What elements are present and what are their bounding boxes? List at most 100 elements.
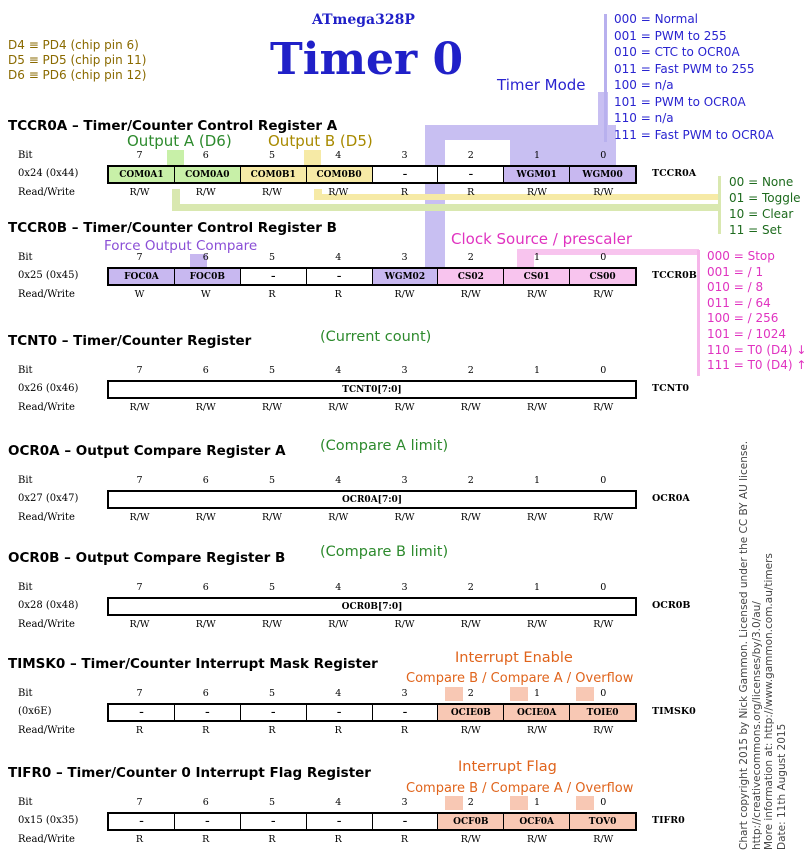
- bit-row-label: Bit: [18, 582, 33, 593]
- bit-number: 4: [335, 582, 342, 593]
- output-a-link: [172, 189, 180, 211]
- bit-access: R/W: [195, 402, 216, 413]
- compare-a-label: (Compare A limit): [320, 438, 449, 454]
- bit-number: 1: [533, 150, 541, 161]
- bit-access: R/W: [460, 619, 481, 630]
- register-field: OCR0B[7:0]: [341, 601, 403, 612]
- bit-number: 2: [467, 252, 474, 263]
- bit-cell: –: [109, 705, 175, 720]
- timer-mode-item: 010 = CTC to OCR0A: [614, 45, 740, 59]
- bit-number: 6: [202, 688, 209, 699]
- interrupt-enable-label: Interrupt Enable: [455, 650, 573, 666]
- credit-line: Date: 11th August 2015: [775, 723, 788, 850]
- register-title: TIFR0 – Timer/Counter 0 Interrupt Flag R…: [8, 765, 371, 781]
- force-output-band: [190, 254, 207, 270]
- bit-cell: –: [372, 814, 439, 829]
- bit-access: R/W: [526, 725, 548, 736]
- register-title: OCR0A – Output Compare Register A: [8, 443, 286, 459]
- bit-number: 7: [136, 688, 143, 699]
- bit-cell: –: [240, 269, 307, 284]
- timer-mode-item: 110 = n/a: [614, 111, 674, 125]
- output-mode-item: 10 = Clear: [729, 207, 794, 221]
- clock-source-item: 011 = / 64: [707, 295, 771, 310]
- register-title: TCNT0 – Timer/Counter Register: [8, 333, 252, 349]
- bit-access: R/W: [460, 289, 481, 300]
- bit-cell: CS02: [438, 269, 505, 284]
- clock-source-item: 110 = T0 (D4) ↓: [707, 342, 807, 357]
- bit-number: 0: [600, 365, 607, 376]
- bit-cell: –: [109, 814, 175, 829]
- bit-access: R/W: [195, 187, 216, 198]
- bit-row-label: Bit: [18, 365, 33, 376]
- bit-cell: TOIE0: [570, 705, 635, 720]
- timer-mode-title: Timer Mode: [497, 76, 586, 94]
- bit-access: R/W: [526, 512, 548, 523]
- bit-number: 4: [335, 797, 342, 808]
- bit-cell: OCF0A: [504, 814, 571, 829]
- clock-source-item: 101 = / 1024: [707, 326, 786, 341]
- output-b-link-h: [314, 194, 720, 200]
- bit-access: R/W: [526, 289, 548, 300]
- clock-band-h: [517, 249, 699, 255]
- bit-number: 1: [533, 582, 541, 593]
- bit-number: 5: [268, 797, 276, 808]
- bit-cell: COM0A0: [174, 167, 241, 182]
- bit-row-label: Bit: [18, 475, 33, 486]
- timer-mode-item: 011 = Fast PWM to 255: [614, 61, 755, 76]
- register-address: 0x24 (0x44): [18, 168, 79, 179]
- bit-cell: –: [372, 167, 439, 182]
- bit-access: R/W: [394, 512, 415, 523]
- clock-source-item: 100 = / 256: [707, 311, 779, 326]
- timer-mode-item: 101 = PWM to OCR0A: [614, 94, 746, 109]
- bit-access: R: [400, 834, 409, 845]
- pin-note: D4 ≡ PD4 (chip pin 6): [8, 38, 139, 52]
- bit-access: R/W: [460, 834, 481, 845]
- timer-mode-item: 111 = Fast PWM to OCR0A: [614, 127, 774, 142]
- register-address: 0x25 (0x45): [18, 270, 79, 281]
- bit-access: R: [400, 187, 409, 198]
- bit-number: 2: [467, 475, 474, 486]
- clock-source-legend: 000 = Stop 001 = / 1 010 = / 8 011 = / 6…: [707, 249, 806, 374]
- bit-number: 2: [467, 365, 474, 376]
- bit-access: R: [135, 834, 144, 845]
- bit-cell: –: [174, 814, 241, 829]
- read-write-row-label: Read/Write: [18, 289, 75, 300]
- output-a-label: Output A (D6): [127, 132, 232, 150]
- bit-cell: CS00: [570, 269, 635, 284]
- bit-cell: –: [240, 814, 307, 829]
- register-name: TIFR0: [652, 815, 685, 826]
- bit-number: 7: [136, 475, 143, 486]
- bit-number: 3: [401, 365, 408, 376]
- bit-access: R: [202, 725, 210, 736]
- register-title: OCR0B – Output Compare Register B: [8, 550, 286, 566]
- bit-access: R/W: [460, 512, 481, 523]
- bit-number: 1: [533, 365, 541, 376]
- register-title: TIMSK0 – Timer/Counter Interrupt Mask Re…: [8, 656, 378, 672]
- bit-access: R/W: [593, 619, 614, 630]
- bit-row-label: Bit: [18, 252, 33, 263]
- output-mode-item: 00 = None: [729, 175, 794, 189]
- credit-line: http://creativecommons.org/licenses/by/3…: [750, 601, 763, 850]
- bit-cell: –: [438, 167, 505, 182]
- bit-access: R: [135, 725, 144, 736]
- bit-number: 2: [467, 150, 474, 161]
- bit-access: R/W: [129, 402, 150, 413]
- timer-mode-item: 000 = Normal: [614, 12, 699, 26]
- bit-access: R: [268, 834, 276, 845]
- bit-access: R/W: [129, 619, 150, 630]
- bit-number: 2: [467, 582, 474, 593]
- bit-access: R/W: [593, 289, 614, 300]
- register-name: TCNT0: [652, 383, 689, 394]
- clock-source-title: Clock Source / prescaler: [451, 230, 633, 248]
- bit-number: 4: [335, 365, 342, 376]
- register-bit-cells: FOC0A FOC0B – – WGM02 CS02 CS01 CS00: [107, 267, 637, 286]
- output-a-link-h: [172, 204, 720, 211]
- bit-access: R/W: [394, 289, 415, 300]
- int-enable-band-3: [576, 687, 594, 701]
- read-write-row-label: Read/Write: [18, 619, 75, 630]
- bit-number: 5: [268, 150, 276, 161]
- bit-number: 2: [467, 797, 474, 808]
- register-address: 0x27 (0x47): [18, 493, 79, 504]
- bit-number: 1: [533, 688, 541, 699]
- bit-cell: –: [240, 705, 307, 720]
